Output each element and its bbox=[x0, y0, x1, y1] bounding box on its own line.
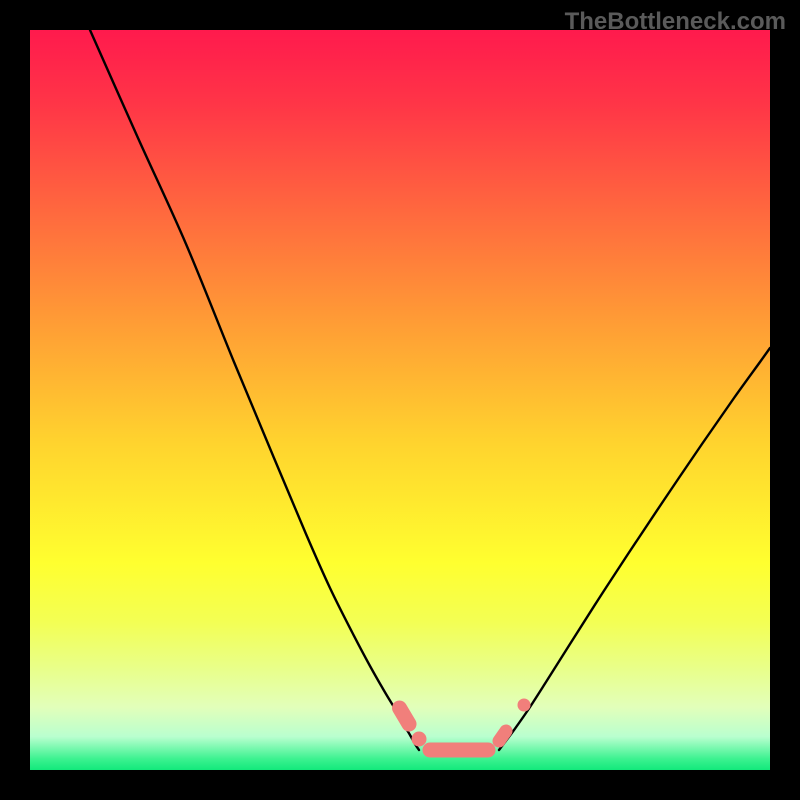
plot-area bbox=[30, 30, 770, 770]
marker-dot-1 bbox=[412, 732, 427, 747]
marker-capsule-0 bbox=[400, 708, 410, 724]
marker-dot-4 bbox=[518, 699, 531, 712]
bottleneck-curve-chart bbox=[30, 30, 770, 770]
marker-capsule-3 bbox=[499, 731, 506, 741]
gradient-background bbox=[30, 30, 770, 770]
chart-frame: TheBottleneck.com bbox=[0, 0, 800, 800]
